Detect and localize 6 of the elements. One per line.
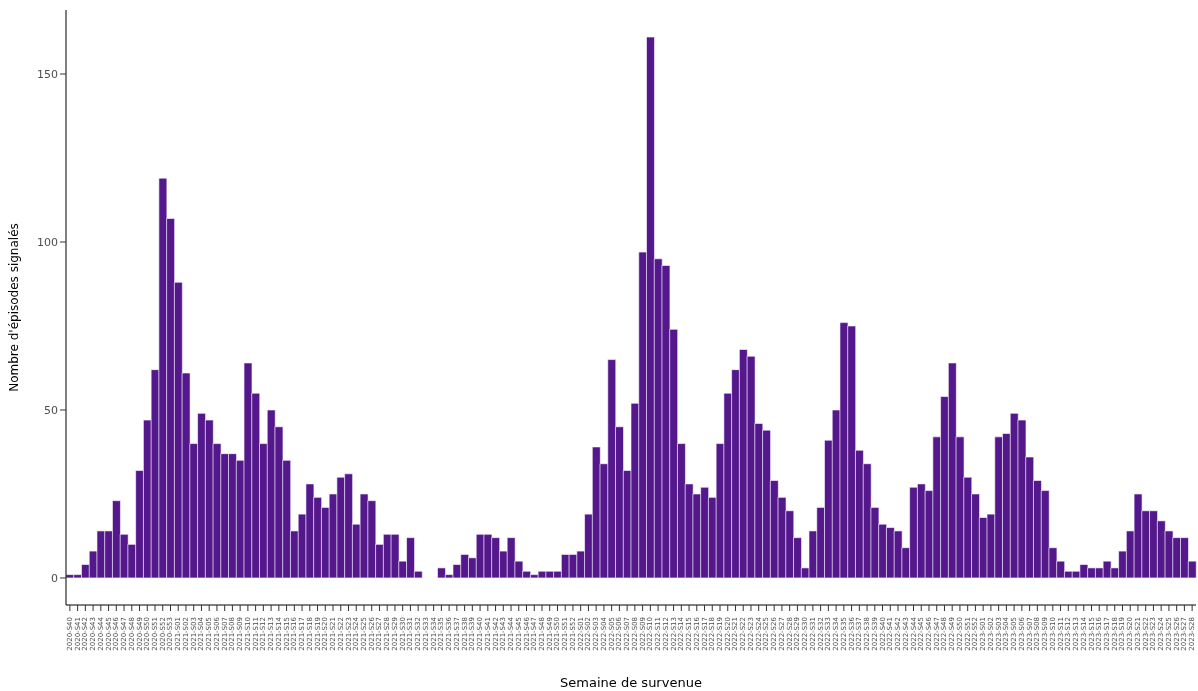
- x-axis-title: Semaine de survenue: [560, 675, 702, 690]
- y-tick-label: 50: [44, 403, 58, 417]
- y-tick-label: 150: [37, 67, 58, 81]
- y-axis-title: Nombre d'épisodes signalés: [7, 223, 22, 392]
- y-tick-label: 100: [37, 235, 58, 249]
- y-tick-label: 0: [51, 571, 58, 585]
